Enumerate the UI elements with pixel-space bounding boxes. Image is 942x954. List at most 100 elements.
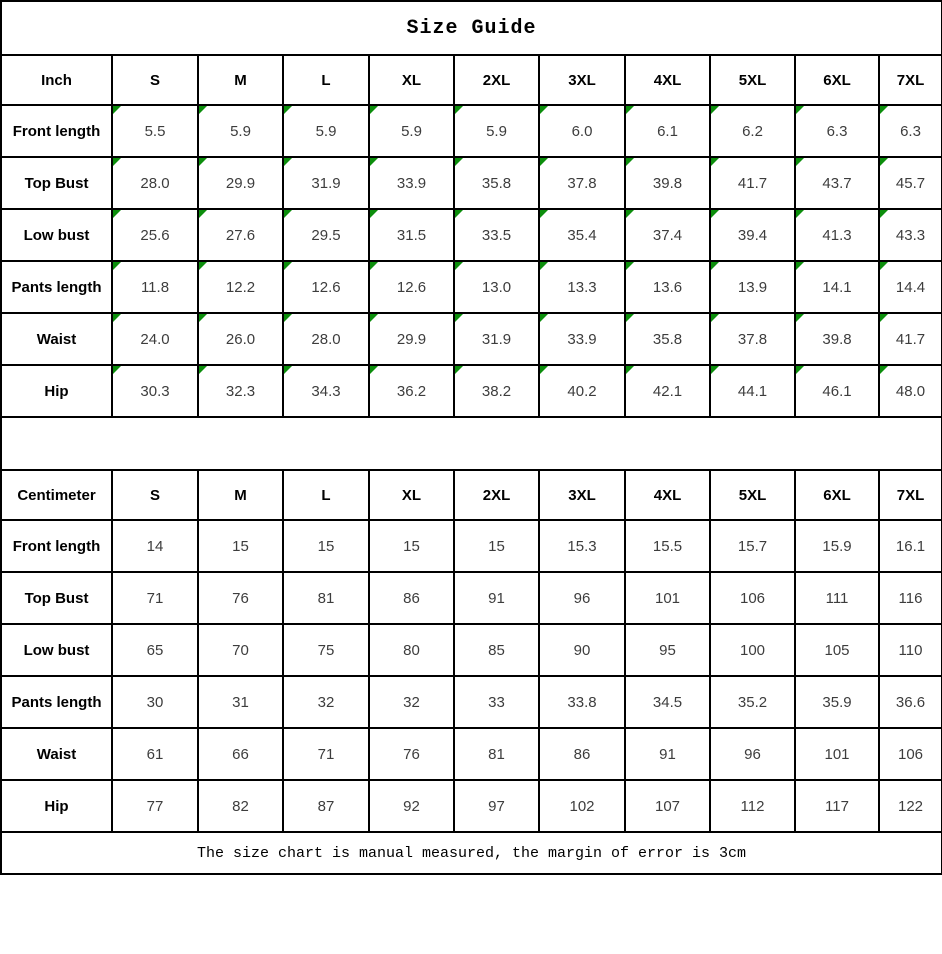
stored-as-text-indicator-icon xyxy=(797,263,804,270)
stored-as-text-indicator-icon xyxy=(797,211,804,218)
measurement-value-cell: 37.8 xyxy=(538,156,626,210)
stored-as-text-indicator-icon xyxy=(114,107,121,114)
size-header-cell: L xyxy=(282,469,370,521)
size-header-cell: 6XL xyxy=(794,469,880,521)
stored-as-text-indicator-icon xyxy=(114,211,121,218)
measurement-value-cell: 32 xyxy=(368,675,455,729)
measurement-value-cell: 29.5 xyxy=(282,208,370,262)
stored-as-text-indicator-icon xyxy=(285,107,292,114)
stored-as-text-indicator-icon xyxy=(712,107,719,114)
measurement-value-cell: 31 xyxy=(197,675,284,729)
stored-as-text-indicator-icon xyxy=(541,159,548,166)
measurement-value-cell: 6.2 xyxy=(709,104,796,158)
measurement-value-cell: 80 xyxy=(368,623,455,677)
size-header-cell: 2XL xyxy=(453,469,540,521)
centimeter-table-body: Centimeter S M L XL 2XL 3XL 4XL 5XL 6XL 7XL Front l… xyxy=(0,469,942,833)
measurement-value-cell: 81 xyxy=(282,571,370,625)
measurement-value-cell: 34.5 xyxy=(624,675,711,729)
measurement-value-cell: 12.2 xyxy=(197,260,284,314)
stored-as-text-indicator-icon xyxy=(200,159,207,166)
measurement-value-cell: 107 xyxy=(624,779,711,833)
stored-as-text-indicator-icon xyxy=(541,211,548,218)
size-header-cell: S xyxy=(111,469,199,521)
stored-as-text-indicator-icon xyxy=(881,107,888,114)
stored-as-text-indicator-icon xyxy=(627,107,634,114)
size-header-cell: S xyxy=(111,54,199,106)
measurement-value-cell: 6.1 xyxy=(624,104,711,158)
stored-as-text-indicator-icon xyxy=(371,107,378,114)
measurement-value-cell: 27.6 xyxy=(197,208,284,262)
footer-row: The size chart is manual measured, the m… xyxy=(0,831,942,875)
stored-as-text-indicator-icon xyxy=(456,211,463,218)
measurement-value-cell: 5.5 xyxy=(111,104,199,158)
stored-as-text-indicator-icon xyxy=(712,367,719,374)
measurement-value-cell: 33.8 xyxy=(538,675,626,729)
centimeter-table-row: Hip 77 82 87 92 97 102 107 112 117 122 xyxy=(0,779,942,833)
measurement-value-cell: 76 xyxy=(368,727,455,781)
stored-as-text-indicator-icon xyxy=(371,263,378,270)
stored-as-text-indicator-icon xyxy=(456,159,463,166)
measurement-value-cell: 43.3 xyxy=(877,208,942,262)
inch-header-row: Inch S M L XL 2XL 3XL 4XL 5XL 6XL 7XL xyxy=(0,54,942,106)
stored-as-text-indicator-icon xyxy=(285,211,292,218)
stored-as-text-indicator-icon xyxy=(797,367,804,374)
centimeter-table-row: Front length 14 15 15 15 15 15.3 15.5 15.7 15.9 16… xyxy=(0,519,942,573)
measurement-value-cell: 110 xyxy=(877,623,942,677)
measurement-value-cell: 96 xyxy=(709,727,796,781)
stored-as-text-indicator-icon xyxy=(114,315,121,322)
measurement-value-cell: 35.8 xyxy=(453,156,540,210)
inch-table-row: Low bust 25.6 27.6 29.5 31.5 33.5 35.4 37.4 39.4… xyxy=(0,208,942,262)
inch-table-body: Inch S M L XL 2XL 3XL 4XL 5XL 6XL 7XL Front length 5… xyxy=(0,54,942,418)
centimeter-unit-label: Centimeter xyxy=(0,469,113,521)
inch-table-row: Front length 5.5 5.9 5.9 5.9 5.9 6.0 6.1 6.2 6.3 6… xyxy=(0,104,942,158)
centimeter-table-row: Top Bust 71 76 81 86 91 96 101 106 111 116 xyxy=(0,571,942,625)
stored-as-text-indicator-icon xyxy=(456,367,463,374)
page-title: Size Guide xyxy=(0,0,942,56)
stored-as-text-indicator-icon xyxy=(712,315,719,322)
inch-table-row: Waist 24.0 26.0 28.0 29.9 31.9 33.9 35.8 37.8 39.… xyxy=(0,312,942,366)
row-label: Hip xyxy=(0,779,113,833)
measurement-value-cell: 106 xyxy=(877,727,942,781)
size-header-cell: 6XL xyxy=(794,54,880,106)
measurement-value-cell: 102 xyxy=(538,779,626,833)
stored-as-text-indicator-icon xyxy=(200,263,207,270)
measurement-value-cell: 36.6 xyxy=(877,675,942,729)
measurement-value-cell: 85 xyxy=(453,623,540,677)
measurement-value-cell: 71 xyxy=(282,727,370,781)
measurement-value-cell: 95 xyxy=(624,623,711,677)
measurement-value-cell: 70 xyxy=(197,623,284,677)
stored-as-text-indicator-icon xyxy=(114,159,121,166)
size-header-cell: 5XL xyxy=(709,469,796,521)
stored-as-text-indicator-icon xyxy=(627,315,634,322)
measurement-value-cell: 36.2 xyxy=(368,364,455,418)
centimeter-table-row: Waist 61 66 71 76 81 86 91 96 101 106 xyxy=(0,727,942,781)
row-label: Low bust xyxy=(0,623,113,677)
measurement-value-cell: 37.8 xyxy=(709,312,796,366)
title-row: Size Guide xyxy=(0,0,942,56)
measurement-value-cell: 5.9 xyxy=(197,104,284,158)
stored-as-text-indicator-icon xyxy=(285,263,292,270)
measurement-value-cell: 35.2 xyxy=(709,675,796,729)
measurement-value-cell: 45.7 xyxy=(877,156,942,210)
stored-as-text-indicator-icon xyxy=(541,107,548,114)
measurement-value-cell: 87 xyxy=(282,779,370,833)
stored-as-text-indicator-icon xyxy=(797,315,804,322)
centimeter-table-row: Pants length 30 31 32 32 33 33.8 34.5 35.2 35.9 36… xyxy=(0,675,942,729)
measurement-value-cell: 30.3 xyxy=(111,364,199,418)
measurement-disclaimer: The size chart is manual measured, the m… xyxy=(0,831,942,875)
measurement-value-cell: 26.0 xyxy=(197,312,284,366)
measurement-value-cell: 112 xyxy=(709,779,796,833)
stored-as-text-indicator-icon xyxy=(881,211,888,218)
row-label: Pants length xyxy=(0,675,113,729)
stored-as-text-indicator-icon xyxy=(627,159,634,166)
inch-unit-label: Inch xyxy=(0,54,113,106)
measurement-value-cell: 61 xyxy=(111,727,199,781)
size-header-cell: L xyxy=(282,54,370,106)
stored-as-text-indicator-icon xyxy=(712,263,719,270)
measurement-value-cell: 44.1 xyxy=(709,364,796,418)
stored-as-text-indicator-icon xyxy=(456,107,463,114)
measurement-value-cell: 12.6 xyxy=(282,260,370,314)
stored-as-text-indicator-icon xyxy=(541,315,548,322)
measurement-value-cell: 15 xyxy=(368,519,455,573)
measurement-value-cell: 14.1 xyxy=(794,260,880,314)
